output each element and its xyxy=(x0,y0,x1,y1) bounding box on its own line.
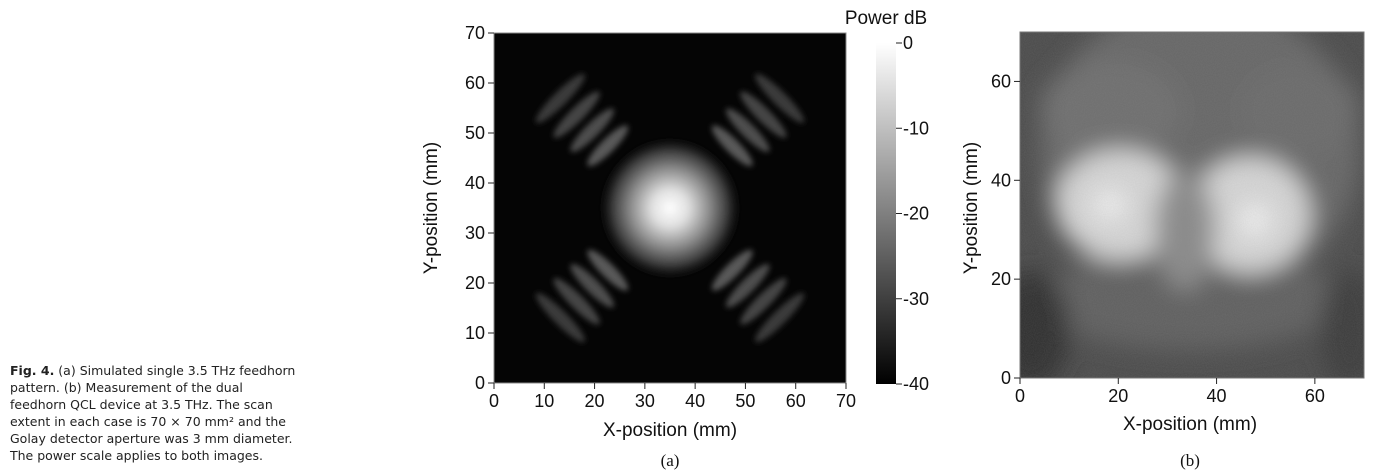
heatmap-b-features xyxy=(1020,32,1364,378)
y-tick-label: 70 xyxy=(465,23,485,43)
caption-text: (a) Simulated single 3.5 THz feedhorn pa… xyxy=(10,363,296,463)
colorbar: Power dB 0 -10 -20 -30 -40 xyxy=(845,8,929,394)
y-tick-label: 50 xyxy=(465,123,485,143)
figure-caption: Fig. 4. (a) Simulated single 3.5 THz fee… xyxy=(10,362,296,464)
heatmap-b-frame xyxy=(1019,31,1365,379)
y-tick-label: 40 xyxy=(465,173,485,193)
y-tick-label: 40 xyxy=(991,170,1011,190)
x-tick-label: 70 xyxy=(836,391,856,411)
x-tick-label: 40 xyxy=(1207,386,1227,406)
panel-label-b: (b) xyxy=(1180,451,1200,470)
y-tick-label: 60 xyxy=(465,73,485,93)
heatmap-a xyxy=(493,32,847,384)
y-axis-label-b: Y-position (mm) xyxy=(961,142,982,274)
x-tick-label: 40 xyxy=(685,391,705,411)
colorbar-tick-label: -40 xyxy=(903,374,929,394)
x-tick-label: 60 xyxy=(1305,386,1325,406)
heatmap-b-noise xyxy=(1020,32,1364,378)
colorbar-tick-label: -20 xyxy=(903,204,929,224)
x-tick-label: 20 xyxy=(585,391,605,411)
axes-a: 0 10 20 30 40 50 60 70 0 10 20 30 40 50 60 70 xyxy=(465,23,856,411)
x-axis-label-b: X-position (mm) xyxy=(1123,414,1257,435)
y-axis-label-a: Y-position (mm) xyxy=(421,142,442,274)
x-tick-label: 50 xyxy=(735,391,755,411)
x-tick-label: 0 xyxy=(1015,386,1025,406)
y-tick-label: 0 xyxy=(1001,368,1011,388)
heatmap-a-sidelobes xyxy=(535,73,805,343)
colorbar-tick-label: -10 xyxy=(903,118,929,138)
x-tick-label: 20 xyxy=(1108,386,1128,406)
axes-b: 0 20 40 60 0 20 40 60 xyxy=(991,71,1325,406)
y-tick-label: 10 xyxy=(465,323,485,343)
heatmap-b xyxy=(1019,31,1365,379)
colorbar-tick-label: 0 xyxy=(903,33,913,53)
colorbar-tick-label: -30 xyxy=(903,289,929,309)
panel-label-a: (a) xyxy=(661,451,680,470)
y-tick-label: 0 xyxy=(475,373,485,393)
x-tick-label: 0 xyxy=(489,391,499,411)
caption-label: Fig. 4. xyxy=(10,363,55,378)
x-axis-label-a: X-position (mm) xyxy=(603,420,737,441)
y-tick-label: 30 xyxy=(465,223,485,243)
y-tick-label: 20 xyxy=(465,273,485,293)
y-tick-label: 60 xyxy=(991,71,1011,91)
x-tick-label: 10 xyxy=(534,391,554,411)
x-tick-label: 30 xyxy=(635,391,655,411)
x-tick-label: 60 xyxy=(786,391,806,411)
y-tick-label: 20 xyxy=(991,269,1011,289)
colorbar-gradient xyxy=(876,43,896,384)
colorbar-ticks: 0 -10 -20 -30 -40 xyxy=(896,33,929,394)
colorbar-title: Power dB xyxy=(845,8,927,29)
heatmap-a-frame xyxy=(493,32,847,384)
